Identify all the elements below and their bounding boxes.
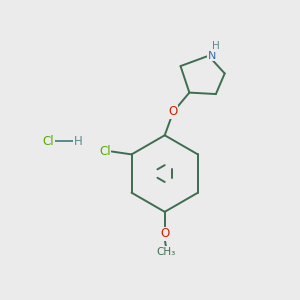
- Text: H: H: [212, 41, 220, 51]
- Text: N: N: [208, 51, 216, 61]
- Text: O: O: [160, 227, 169, 240]
- Text: Cl: Cl: [43, 135, 54, 148]
- Text: H: H: [74, 135, 82, 148]
- Text: Cl: Cl: [99, 145, 111, 158]
- Text: O: O: [169, 105, 178, 118]
- Text: CH₃: CH₃: [157, 247, 176, 256]
